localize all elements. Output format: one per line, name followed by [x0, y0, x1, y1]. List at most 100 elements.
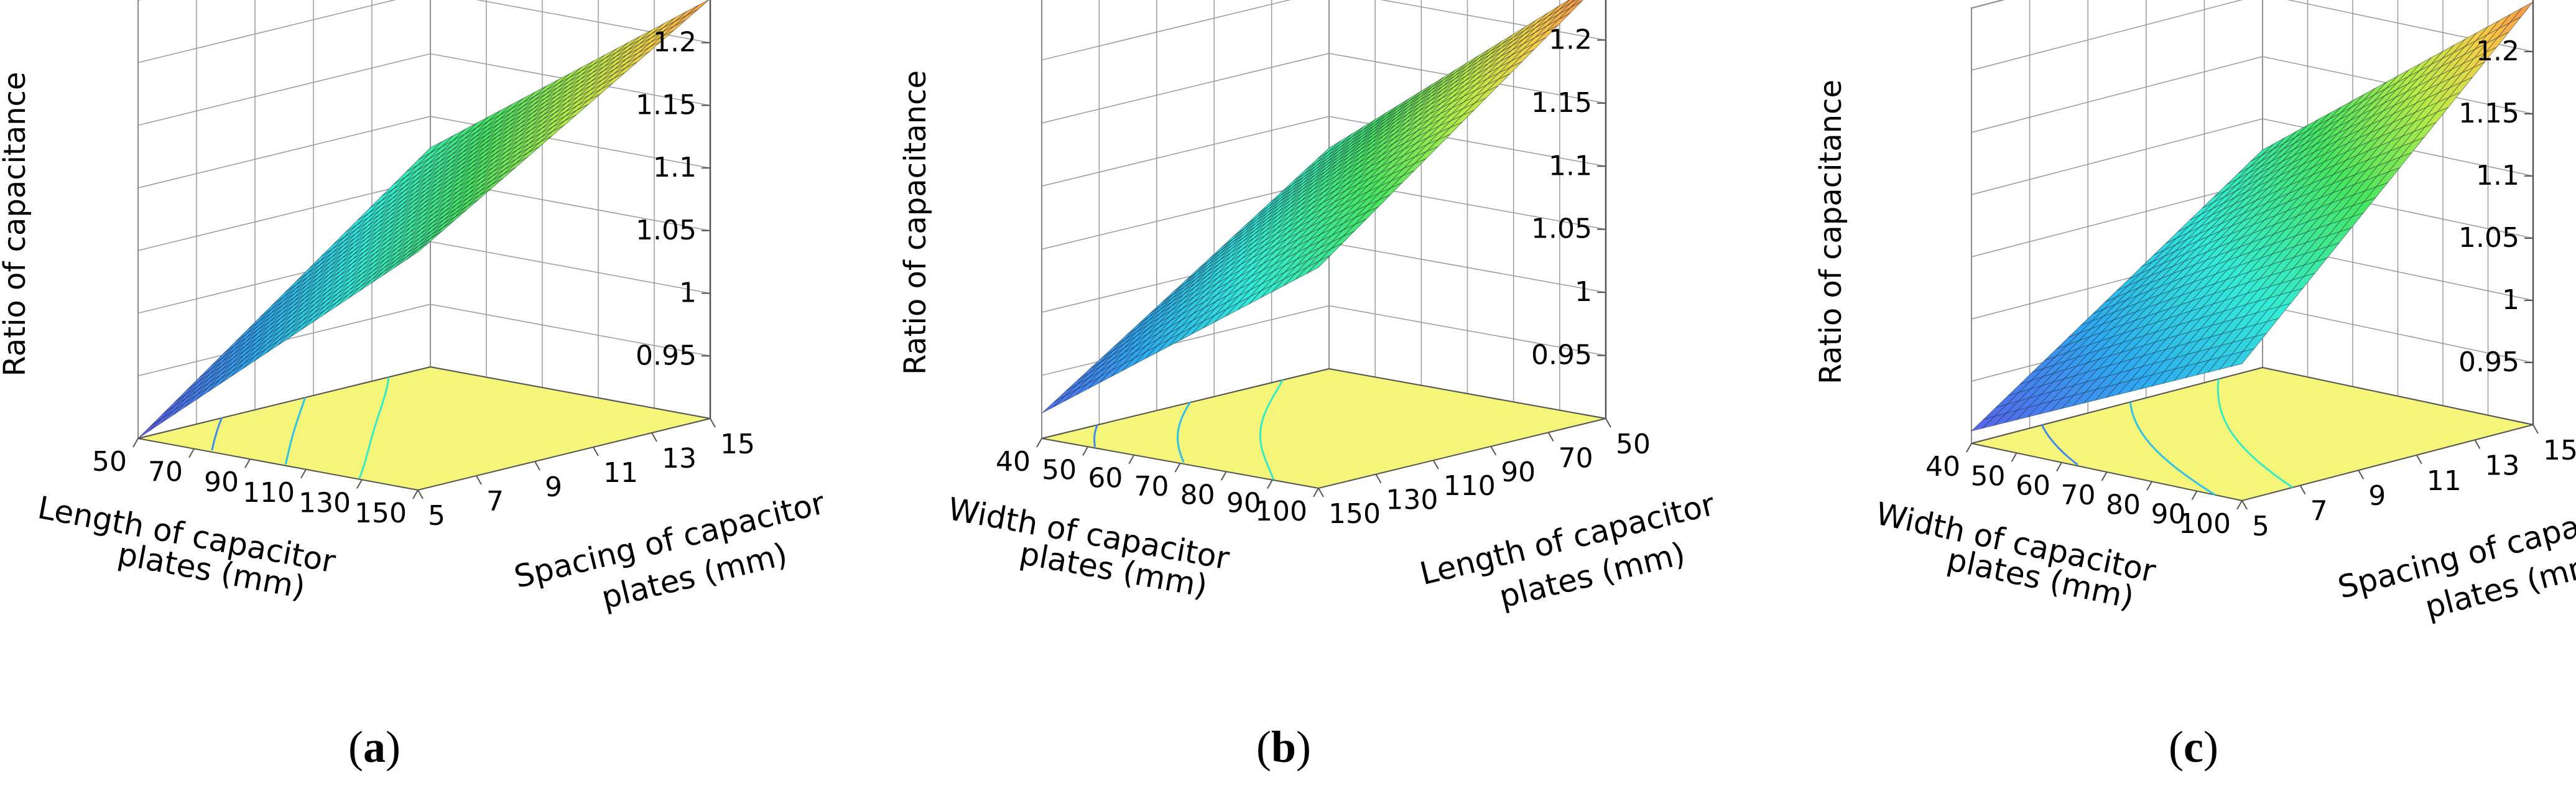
v-tick-label: 11 — [603, 457, 638, 489]
v-tick-label: 9 — [2368, 480, 2386, 512]
v-tick — [1318, 488, 1324, 498]
z-tick-label: 1.15 — [636, 89, 697, 121]
wall-gridline — [430, 303, 711, 357]
floor-contour-line — [1259, 379, 1284, 480]
caption-a-letter: a — [363, 722, 386, 772]
u-tick-label: 70 — [148, 456, 183, 488]
v-tick-label: 50 — [1616, 428, 1651, 460]
u-tick — [1128, 455, 1135, 465]
z-tick-label: 1.05 — [2458, 222, 2519, 254]
u-tick-label: 130 — [299, 487, 351, 519]
u-tick — [412, 489, 419, 499]
v-tick — [476, 475, 482, 485]
z-tick-label: 1.05 — [1531, 213, 1592, 245]
u-tick-label: 100 — [2179, 508, 2231, 540]
u-tick — [1966, 443, 1972, 453]
u-tick-label: 80 — [1180, 479, 1215, 511]
surface-plot-c: 0.95 1 1.05 1.1 1.15 1.2 1.25 Ratio of capacita… — [1814, 0, 2576, 626]
u-tick-label: 50 — [92, 446, 127, 478]
u-tick-label: 90 — [204, 466, 239, 498]
u-tick-label: 110 — [243, 477, 295, 509]
u-tick-label: 60 — [1088, 463, 1123, 494]
v-tick — [1432, 460, 1439, 470]
surface-cell — [1307, 255, 1331, 274]
z-tick-label: 0.95 — [1531, 340, 1592, 371]
u-tick-label: 50 — [1042, 454, 1077, 486]
u-tick-label: 40 — [1925, 451, 1960, 483]
wall-gridline — [137, 178, 431, 251]
u-tick — [2236, 500, 2243, 510]
u-tick-label: 80 — [2106, 489, 2141, 521]
z-axis-label: Ratio of capacitance — [898, 70, 933, 375]
v-tick-label: 13 — [2485, 450, 2519, 481]
u-tick — [2101, 471, 2108, 481]
u-tick-label: 70 — [1134, 471, 1169, 502]
v-tick — [1490, 446, 1497, 456]
response-surface — [1041, 0, 1584, 414]
floor-contour-line — [358, 377, 390, 479]
v-tick — [2241, 500, 2248, 510]
u-tick-label: 90 — [2151, 499, 2186, 530]
wall-gridline — [1041, 178, 1330, 250]
v-tick-label: 7 — [2310, 496, 2328, 527]
floor-contour-line — [1093, 424, 1098, 447]
caption-a: (a) — [348, 722, 401, 772]
z-tick-label: 1.25 — [2458, 0, 2519, 5]
v-tick — [1547, 432, 1554, 442]
surface-cell — [2230, 348, 2255, 368]
z-tick-label: 1 — [2502, 284, 2519, 316]
wall-gridline — [1971, 180, 2263, 257]
v-tick — [1375, 474, 1382, 484]
u-tick — [132, 438, 139, 448]
v-tick-label: 7 — [486, 486, 504, 517]
floor-contour-plane — [137, 366, 711, 491]
u-tick-label: 50 — [1971, 460, 2006, 492]
v-tick — [534, 461, 540, 471]
v-tick-label: 13 — [662, 443, 697, 475]
u-tick — [2146, 481, 2152, 491]
u-tick — [300, 469, 307, 479]
v-tick-label: 150 — [1328, 498, 1381, 530]
z-tick-label: 1 — [679, 277, 697, 309]
u-tick — [1220, 471, 1227, 481]
v-tick-label: 11 — [2427, 465, 2462, 497]
z-tick-label: 1.1 — [1549, 150, 1592, 182]
wall-gridline — [137, 53, 431, 126]
wall-gridline — [1041, 305, 1330, 376]
u-tick — [1036, 438, 1042, 448]
wall-gridline — [137, 0, 396, 63]
u-tick-label: 70 — [2061, 479, 2096, 511]
v-tick-label: 5 — [428, 500, 445, 532]
z-tick-label: 0.95 — [2458, 346, 2519, 378]
wall-gridline — [1971, 56, 2263, 133]
v-tick — [2358, 470, 2365, 479]
u-tick-label: 60 — [2016, 470, 2050, 502]
response-surface — [1970, 1, 2534, 432]
v-tick-label: 70 — [1559, 442, 1593, 474]
u-tick — [2011, 452, 2018, 462]
u-tick — [1082, 446, 1089, 456]
u-tick — [2191, 491, 2198, 501]
v-tick — [417, 489, 424, 499]
z-tick-label: 1.15 — [2458, 98, 2519, 129]
u-tick — [1266, 479, 1273, 489]
u-tick-label: 90 — [1226, 488, 1261, 519]
floor-plane — [137, 366, 711, 491]
caption-c-letter: c — [2183, 722, 2203, 772]
wall-gridline — [1041, 53, 1330, 124]
v-tick — [710, 418, 716, 428]
v-tick — [2416, 455, 2422, 465]
u-tick-label: 40 — [996, 446, 1031, 478]
v-tick-label: 15 — [720, 428, 755, 460]
caption-b-letter: b — [1271, 722, 1297, 772]
floor-contour-line — [211, 417, 223, 451]
floor-contour-line — [2129, 402, 2216, 496]
wall-gridline — [430, 241, 711, 294]
v-tick — [1605, 418, 1611, 428]
